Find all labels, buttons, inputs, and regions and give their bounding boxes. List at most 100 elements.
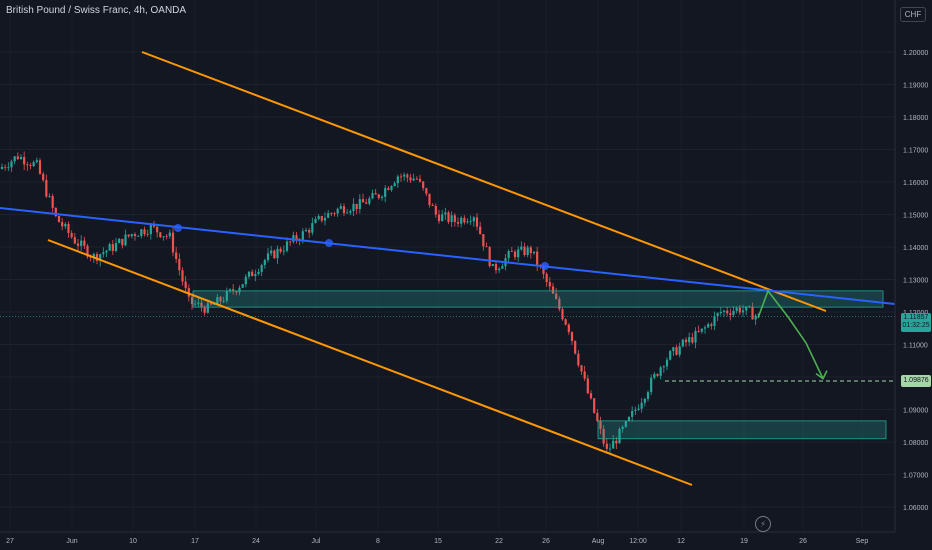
- candle-body: [76, 243, 80, 246]
- price-label: 1.13000: [903, 278, 928, 285]
- candle-body: [187, 288, 190, 297]
- candle-body: [555, 293, 558, 299]
- candle-body: [447, 212, 450, 222]
- candle-body: [54, 207, 57, 217]
- candle-body: [669, 351, 672, 360]
- candle-body: [178, 258, 181, 271]
- candle-body: [35, 160, 38, 163]
- candle-body: [507, 251, 510, 259]
- time-label: Jul: [312, 538, 321, 545]
- trendline: [0, 207, 896, 305]
- candle-body: [488, 247, 491, 267]
- candle-body: [171, 232, 175, 253]
- candle-body: [225, 291, 228, 301]
- candle-body: [317, 216, 320, 220]
- candle-body: [707, 324, 710, 328]
- candle-body: [4, 166, 7, 168]
- time-axis[interactable]: 27 Jun 10 17 24 Jul 8 15 22 26 Aug 12:00 12 19 26 Sep: [0, 531, 895, 545]
- candle-body: [415, 178, 418, 180]
- candle-body: [289, 241, 292, 243]
- candle-body: [13, 156, 16, 162]
- candle-body: [118, 238, 121, 244]
- chart-drawings[interactable]: [0, 51, 896, 486]
- candle-body: [532, 251, 536, 254]
- candle-body: [583, 371, 586, 379]
- candle-body: [425, 188, 428, 194]
- candle-body: [406, 174, 409, 178]
- candle-body: [156, 226, 159, 233]
- candle-body: [498, 268, 501, 271]
- candle-body: [70, 232, 73, 238]
- candle-body: [681, 339, 684, 347]
- candle-body: [491, 264, 494, 267]
- time-label: 8: [376, 538, 380, 545]
- candle-body: [434, 205, 437, 215]
- candle-body: [45, 179, 48, 197]
- candle-body: [653, 374, 656, 378]
- candle-body: [197, 302, 200, 304]
- candle-body: [719, 311, 722, 314]
- price-label: 1.09000: [903, 408, 928, 415]
- candle-body: [741, 310, 745, 313]
- candle-body: [574, 340, 577, 354]
- candle-body: [412, 178, 415, 181]
- time-label: 26: [799, 538, 807, 545]
- candle-body: [605, 443, 608, 449]
- time-label: 19: [740, 538, 748, 545]
- candle-body: [130, 234, 133, 237]
- candle-body: [152, 224, 156, 227]
- candle-body: [276, 248, 279, 259]
- candle-body: [80, 240, 83, 246]
- candle-body: [513, 251, 517, 258]
- currency-button[interactable]: CHF: [900, 7, 926, 22]
- candle-body: [466, 221, 469, 223]
- candle-body: [26, 164, 29, 166]
- candle-body: [162, 236, 165, 238]
- time-label: 26: [542, 538, 550, 545]
- time-label: Sep: [856, 538, 869, 545]
- candle-body: [580, 365, 583, 372]
- candle-body: [700, 328, 703, 332]
- candle-body: [545, 273, 548, 283]
- candle-body: [517, 249, 520, 258]
- candle-body: [558, 298, 561, 310]
- candle-body: [475, 217, 479, 227]
- price-axis[interactable]: 1.20000 1.19000 1.18000 1.17000 1.16000 1.150…: [894, 0, 932, 550]
- candle-body: [358, 199, 361, 210]
- candle-body: [352, 203, 355, 212]
- candle-body: [330, 213, 333, 215]
- candle-body: [241, 284, 244, 288]
- lightning-icon[interactable]: ⚡: [755, 516, 771, 532]
- candle-body: [409, 177, 412, 181]
- candle-body: [589, 393, 593, 399]
- candle-body: [235, 291, 238, 293]
- candle-body: [184, 281, 187, 289]
- candle-body: [726, 310, 729, 314]
- projection-arrowhead: [815, 370, 828, 380]
- candle-body: [523, 246, 526, 256]
- candle-body: [108, 244, 111, 251]
- candle-body: [675, 347, 678, 355]
- symbol-title: British Pound / Swiss Franc, 4h, OANDA: [6, 5, 187, 16]
- candle-body: [387, 188, 390, 190]
- touch-point-marker: [541, 262, 549, 270]
- candle-body: [542, 266, 545, 274]
- candle-body: [16, 156, 19, 160]
- price-label: 1.11000: [903, 343, 928, 350]
- last-price-value: 1.11857: [903, 314, 929, 321]
- candle-body: [710, 324, 713, 326]
- touch-point-marker: [325, 239, 333, 247]
- candle-body: [251, 271, 254, 277]
- resistance-zone: [192, 290, 884, 308]
- candle-body: [295, 235, 298, 241]
- candle-body: [247, 271, 251, 277]
- candle-body: [213, 304, 216, 305]
- candle-body: [194, 303, 197, 305]
- candle-body: [536, 251, 539, 266]
- candle-body: [596, 412, 599, 421]
- candle-body: [713, 316, 716, 326]
- candle-body: [95, 254, 99, 261]
- candle-body: [428, 193, 431, 206]
- candle-body: [396, 176, 399, 184]
